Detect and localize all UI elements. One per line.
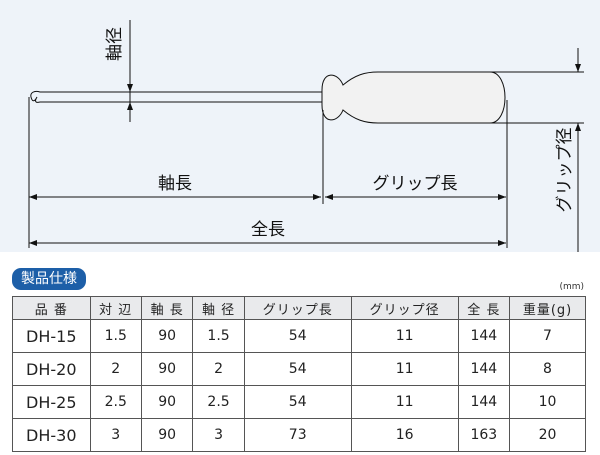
- handle: [321, 71, 506, 124]
- column-header: 品 番: [12, 296, 91, 320]
- value-cell: 54: [243, 319, 352, 353]
- value-cell: 2: [89, 352, 142, 386]
- column-header: 重量(g): [509, 296, 586, 320]
- value-cell: 54: [243, 385, 352, 419]
- value-cell: 90: [140, 418, 194, 452]
- value-cell: 2.5: [89, 385, 142, 419]
- model-cell: DH-20: [12, 352, 91, 386]
- value-cell: 90: [140, 352, 194, 386]
- value-cell: 144: [457, 352, 511, 386]
- value-cell: 16: [350, 418, 459, 452]
- section-title-badge: 製品仕様: [12, 268, 86, 290]
- column-header: 軸 径: [192, 296, 245, 320]
- value-cell: 73: [243, 418, 352, 452]
- screwdriver-dimension-diagram: 軸径 軸長 グリップ長 全長 グリップ径: [0, 0, 600, 258]
- table-row: DH-25 2.5 90 2.5 54 11 144 10: [12, 385, 586, 419]
- column-header: グリップ径: [350, 296, 459, 320]
- column-header: 対 辺: [89, 296, 142, 320]
- value-cell: 90: [140, 385, 194, 419]
- label-shaft-diameter: 軸径: [105, 27, 125, 61]
- spec-table: 品 番対 辺軸 長軸 径グリップ長 グリップ径全 長重量(g) DH-15 1.5 9…: [12, 296, 586, 452]
- unit-label: (mm): [559, 282, 584, 292]
- model-cell: DH-25: [12, 385, 91, 419]
- shaft: [30, 90, 322, 103]
- model-cell: DH-15: [12, 319, 91, 353]
- value-cell: 54: [243, 352, 352, 386]
- diagram-svg: 軸径 軸長 グリップ長 全長 グリップ径: [28, 20, 584, 258]
- label-shaft-length: 軸長: [158, 174, 192, 194]
- value-cell: 3: [89, 418, 142, 452]
- column-header: 軸 長: [140, 296, 194, 320]
- value-cell: 11: [350, 385, 459, 419]
- column-header: グリップ長: [243, 296, 352, 320]
- value-cell: 10: [509, 385, 586, 419]
- value-cell: 144: [457, 319, 511, 353]
- value-cell: 11: [350, 352, 459, 386]
- value-cell: 3: [192, 418, 245, 452]
- value-cell: 8: [509, 352, 586, 386]
- value-cell: 1.5: [89, 319, 142, 353]
- column-header: 全 長: [457, 296, 511, 320]
- value-cell: 90: [140, 319, 194, 353]
- model-cell: DH-30: [12, 418, 91, 452]
- table-row: DH-15 1.5 90 1.5 54 11 144 7: [12, 319, 586, 353]
- table-row: DH-20 2 90 2 54 11 144 8: [12, 352, 586, 386]
- value-cell: 11: [350, 319, 459, 353]
- label-grip-diameter: グリップ径: [555, 128, 575, 213]
- value-cell: 7: [509, 319, 586, 353]
- value-cell: 1.5: [192, 319, 245, 353]
- value-cell: 2: [192, 352, 245, 386]
- value-cell: 2.5: [192, 385, 245, 419]
- value-cell: 144: [457, 385, 511, 419]
- table-header-row: 品 番対 辺軸 長軸 径グリップ長 グリップ径全 長重量(g): [12, 296, 586, 320]
- label-grip-length: グリップ長: [373, 174, 458, 194]
- table-row: DH-30 3 90 3 73 16 163 20: [12, 418, 586, 452]
- label-total-length: 全長: [251, 220, 285, 240]
- value-cell: 20: [509, 418, 586, 452]
- value-cell: 163: [457, 418, 511, 452]
